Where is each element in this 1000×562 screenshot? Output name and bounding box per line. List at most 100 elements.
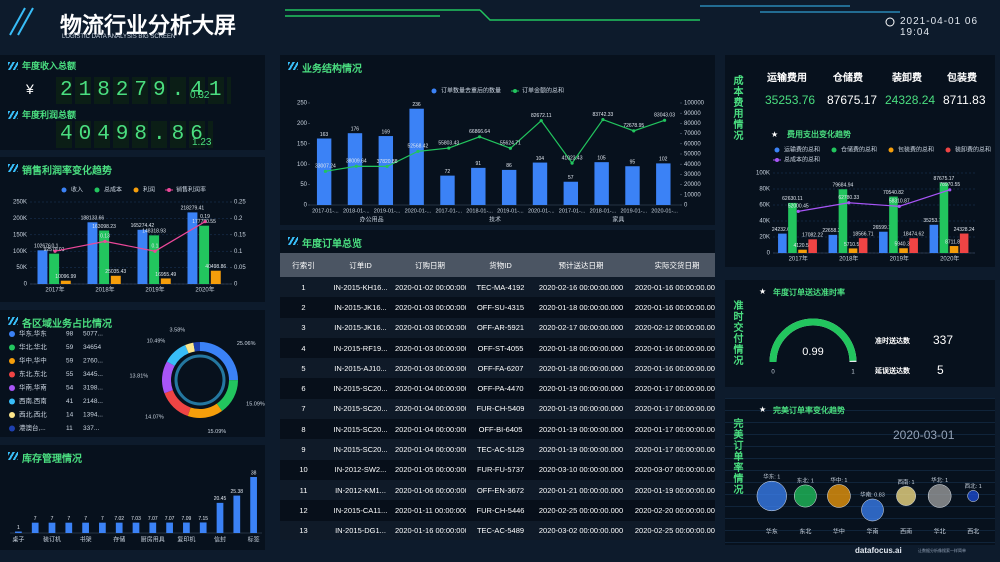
data-label: 0.19 — [200, 214, 210, 220]
legend-swatch — [774, 147, 780, 153]
table-cell: 2020-01-03 00:00:000 — [394, 297, 466, 318]
table-cell: 1 — [280, 277, 327, 298]
table-cell: IN-2015-JK16... — [327, 297, 394, 318]
data-label: 4120.56 — [793, 243, 811, 249]
table-cell: 2020-01-16 00:00:00.000 — [627, 277, 715, 298]
x-tick-label: 2020年 — [940, 255, 959, 263]
bar — [409, 108, 424, 205]
table-body: 1 IN-2015-KH16... 2020-01-02 00:00:000 TEC-… — [280, 277, 715, 540]
page-subtitle: LOGISTIC DATA ANALYSIS BIG SCREEN — [62, 34, 176, 40]
stat-value: 337 — [933, 333, 954, 347]
table-cell: 2020-02-17 00:00:00.000 — [535, 317, 627, 338]
kpi-value: 218279.41 — [56, 77, 232, 104]
donut-slice — [193, 342, 200, 352]
star-icon: ★ — [771, 130, 779, 139]
legend-swatch — [831, 147, 837, 153]
y2-tick-label: 0 — [684, 203, 688, 209]
table-row: 13 IN-2015-DG1... 2020-01-16 00:00:000 TEC-… — [280, 520, 715, 540]
table-cell: 12 — [280, 500, 327, 521]
data-label: 86 — [506, 163, 512, 169]
point — [203, 220, 207, 224]
legend-swatch — [61, 187, 67, 193]
panel: 0 50 100 150 200 250 0 10000 20000 30000 40000 5000… — [280, 55, 715, 225]
kpi-value: 40498.86 — [56, 121, 213, 148]
x-tick-label: 2020-01-... — [651, 208, 678, 214]
brand: datafocus.ai — [855, 546, 902, 555]
x-tick-label: 东北 — [799, 528, 811, 536]
panel-title: 年度订单总览 — [302, 239, 362, 250]
header-row: 行索引 订单ID 订购日期 货物ID 预计送达日期 实际交货日期 — [280, 253, 715, 277]
y-tick-label: 100 — [297, 162, 308, 168]
table-cell: 3 — [280, 317, 327, 338]
bubble — [793, 484, 817, 508]
y2-tick-label: 70000 — [684, 131, 701, 137]
legend-amount: 34654 — [83, 344, 101, 351]
x-tick-label: 标签 — [248, 536, 260, 544]
group-label: 办公用品 — [360, 216, 384, 224]
cost-name: 仓储费 — [833, 73, 863, 84]
data-label: 218279.41 — [181, 206, 205, 212]
table-cell: 2020-01-16 00:00:00.000 — [627, 297, 715, 318]
y2-tick-label: 0.2 — [234, 216, 243, 222]
star-icon: ★ — [759, 405, 767, 414]
chart-title: 费用支出变化趋势 — [787, 130, 851, 139]
column-header: 订购日期 — [394, 253, 466, 277]
data-label: 7 — [51, 516, 54, 522]
panel: 1 桌子 7 7 装订机 7 7 书架 7 7.02 存储 7.03 7.07 厨房用具 7.07 7.09 复… — [0, 445, 265, 550]
data-label: 0.1 — [152, 244, 159, 250]
legend-label: 总成本的总和 — [784, 156, 820, 164]
data-label: 78970.55 — [939, 182, 960, 188]
data-label: 38 — [251, 470, 257, 476]
table-cell: 2020-01-16 00:00:00.000 — [627, 337, 715, 359]
column-header: 预计送达日期 — [535, 253, 627, 277]
y2-tick-label: 60000 — [684, 141, 701, 147]
data-label: 7 — [101, 516, 104, 522]
chart: 0 20K 40K 60K 80K 100K 24232.61 22658.34 26599.1… — [756, 146, 991, 263]
table-cell: 5 — [280, 358, 327, 379]
x-tick-label: 华南 — [866, 528, 878, 536]
data-label: 163 — [320, 132, 329, 138]
bar — [110, 275, 121, 284]
table-cell: 2020-01-06 00:00:000 — [394, 479, 466, 501]
x-tick-label: 2018-01-... — [343, 208, 370, 214]
table-cell: IN-2015-AJ10... — [327, 358, 394, 379]
table-cell: 2020-01-16 00:00:000 — [394, 520, 466, 540]
gauge-max: 1 — [851, 370, 855, 376]
title-icon — [288, 237, 298, 245]
data-label: 35253.76 — [923, 218, 944, 224]
panel: 0 20K 40K 60K 80K 100K 24232.61 22658.34 26599.1… — [725, 55, 995, 267]
y-tick-label: 250K — [13, 200, 27, 206]
bar — [858, 238, 868, 253]
table-cell: 2020-02-25 00:00:00.000 — [535, 500, 627, 521]
legend-label: 利润 — [143, 186, 155, 194]
line — [54, 221, 206, 252]
table-cell: 2 — [280, 297, 327, 318]
y2-tick-label: 30000 — [684, 172, 701, 178]
bar — [87, 222, 98, 284]
x-tick-label: 厨房用具 — [141, 536, 165, 544]
slogan: 让数据分析像搜索一样简单 — [918, 548, 966, 553]
data-label: 82672.11 — [531, 113, 552, 119]
data-label: 38009.64 — [346, 159, 367, 165]
bar — [82, 522, 89, 533]
table-cell: 2020-01-04 00:00:000 — [394, 419, 466, 440]
header-decoration — [9, 5, 900, 36]
legend-label: 收入 — [71, 186, 83, 194]
table-cell: 2020-01-11 00:00:000 — [394, 500, 466, 521]
table-cell: 2020-02-12 00:00:00.000 — [627, 317, 715, 338]
y-tick-label: 250 — [297, 101, 308, 107]
table-cell: OFF-SU-4315 — [466, 297, 535, 318]
legend-label: 西南,西南 — [19, 396, 47, 405]
point — [477, 135, 482, 139]
point — [601, 117, 605, 122]
data-label: 83742.33 — [592, 112, 613, 118]
x-tick-label: 2018-01-... — [466, 208, 493, 214]
table-row: 3 IN-2015-JK16... 2020-01-03 00:00:000 OFF-… — [280, 317, 715, 338]
bar — [48, 522, 56, 533]
bar — [199, 225, 210, 284]
bubble — [896, 486, 916, 506]
donut-slice — [200, 342, 239, 381]
table-cell: 7 — [280, 398, 327, 420]
data-label: 72678.95 — [623, 123, 644, 129]
